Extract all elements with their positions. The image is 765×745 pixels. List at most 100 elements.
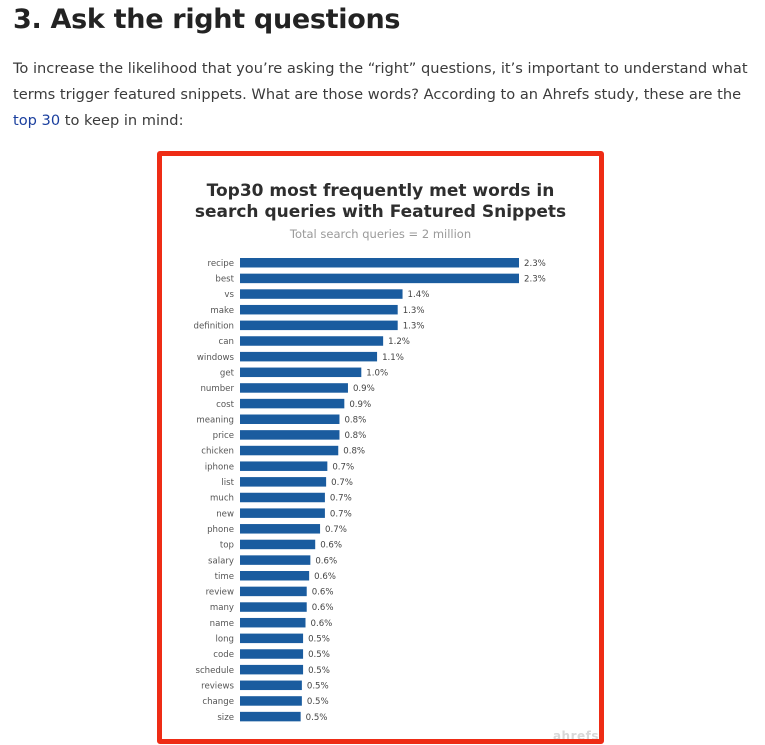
bar-chicken xyxy=(240,445,339,456)
category-label: change xyxy=(202,697,234,707)
bar-price xyxy=(240,430,340,440)
value-label: 0.7% xyxy=(330,494,352,504)
bar-can xyxy=(240,336,384,346)
value-label: 0.8% xyxy=(344,415,366,425)
value-label: 0.7% xyxy=(330,509,352,519)
value-label: 0.6% xyxy=(314,572,336,582)
value-label: 0.6% xyxy=(311,619,333,629)
chart-title-line1: Top30 most frequently met words in xyxy=(206,181,555,201)
value-label: 0.8% xyxy=(343,447,365,457)
bar-definition xyxy=(240,320,398,331)
value-label: 0.8% xyxy=(344,431,366,441)
bar-get xyxy=(240,367,362,378)
value-label: 1.2% xyxy=(388,337,410,347)
category-label: long xyxy=(215,635,234,645)
category-label: many xyxy=(210,603,234,613)
bar-schedule xyxy=(240,664,304,675)
category-label: list xyxy=(221,478,234,488)
bar-chart: recipe 2.3% best 2.3% vs 1.4% make 1.3% definiti… xyxy=(194,258,546,723)
bar-meaning xyxy=(240,414,340,424)
category-label: meaning xyxy=(196,415,234,425)
section-heading: 3. Ask the right questions xyxy=(13,4,401,35)
category-label: top xyxy=(220,541,234,551)
category-label: cost xyxy=(216,400,234,410)
value-label: 0.6% xyxy=(320,541,342,551)
bar-iphone xyxy=(240,461,328,471)
category-label: chicken xyxy=(201,447,234,457)
ahrefs-watermark: ahrefs xyxy=(552,729,599,743)
category-label: reviews xyxy=(201,681,234,691)
category-label: time xyxy=(215,572,234,582)
value-label: 0.6% xyxy=(312,588,334,598)
category-label: definition xyxy=(194,322,234,332)
category-label: get xyxy=(220,368,235,378)
chart-title: Top30 most frequently met words in searc… xyxy=(162,181,599,223)
bar-cost xyxy=(240,398,345,409)
value-label: 0.7% xyxy=(331,478,353,488)
category-label: best xyxy=(215,275,234,285)
chart-title-line2: search queries with Featured Snippets xyxy=(194,202,567,222)
bar-windows xyxy=(240,351,378,362)
category-label: number xyxy=(200,384,234,394)
category-label: name xyxy=(210,619,234,629)
value-label: 0.7% xyxy=(325,525,347,535)
category-label: schedule xyxy=(195,666,234,676)
bar-recipe xyxy=(240,258,519,268)
value-label: 0.6% xyxy=(315,556,337,566)
category-label: price xyxy=(213,431,234,441)
category-label: new xyxy=(216,509,234,519)
category-label: much xyxy=(210,494,234,504)
value-label: 2.3% xyxy=(524,259,546,269)
bar-vs xyxy=(240,289,403,299)
value-label: 0.5% xyxy=(308,635,330,645)
value-label: 0.9% xyxy=(353,384,375,394)
bar-best xyxy=(240,273,519,284)
value-label: 0.9% xyxy=(349,400,371,410)
intro-paragraph: To increase the likelihood that you’re a… xyxy=(13,56,753,134)
bar-time xyxy=(240,571,310,581)
bar-change xyxy=(240,696,302,706)
bar-reviews xyxy=(240,680,302,691)
category-label: make xyxy=(210,306,234,316)
category-label: can xyxy=(219,337,234,347)
bar-name xyxy=(240,617,306,628)
value-label: 0.5% xyxy=(306,713,328,723)
category-label: phone xyxy=(207,525,234,535)
category-label: size xyxy=(217,713,234,723)
bar-review xyxy=(240,586,307,597)
value-label: 0.6% xyxy=(312,603,334,613)
bar-much xyxy=(240,492,325,503)
intro-text-end: to keep in mind: xyxy=(60,112,184,129)
bar-top xyxy=(240,539,316,550)
value-label: 0.5% xyxy=(307,697,329,707)
bar-new xyxy=(240,508,325,518)
value-label: 0.5% xyxy=(307,681,329,691)
value-label: 0.5% xyxy=(308,650,330,660)
category-label: windows xyxy=(197,353,235,363)
bar-long xyxy=(240,633,304,644)
value-label: 1.1% xyxy=(382,353,404,363)
value-label: 1.3% xyxy=(403,322,425,332)
value-label: 1.4% xyxy=(408,290,430,300)
bar-phone xyxy=(240,524,321,534)
bar-list xyxy=(240,477,327,487)
category-label: iphone xyxy=(205,462,234,472)
category-label: code xyxy=(213,650,234,660)
bar-make xyxy=(240,304,398,315)
top-30-link[interactable]: top 30 xyxy=(13,112,61,129)
bar-number xyxy=(240,383,348,393)
bar-size xyxy=(240,711,301,722)
intro-text: To increase the likelihood that you’re a… xyxy=(13,60,748,103)
category-label: review xyxy=(206,588,234,598)
value-label: 0.5% xyxy=(308,666,330,676)
chart-frame: Top30 most frequently met words in searc… xyxy=(157,151,604,744)
value-label: 1.3% xyxy=(403,306,425,316)
category-label: recipe xyxy=(208,259,235,269)
bar-salary xyxy=(240,555,311,565)
value-label: 0.7% xyxy=(332,462,354,472)
bar-many xyxy=(240,602,307,612)
value-label: 1.0% xyxy=(366,368,388,378)
bar-code xyxy=(240,649,304,659)
chart-subtitle: Total search queries = 2 million xyxy=(289,227,472,241)
category-label: salary xyxy=(208,556,234,566)
